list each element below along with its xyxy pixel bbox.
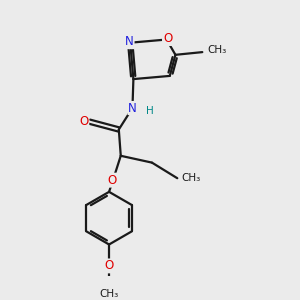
Text: O: O (107, 174, 117, 187)
Text: O: O (163, 32, 172, 45)
Text: N: N (125, 35, 134, 48)
Text: CH₃: CH₃ (99, 289, 119, 299)
Text: O: O (104, 260, 114, 272)
Text: H: H (146, 106, 154, 116)
Text: N: N (128, 101, 137, 115)
Text: O: O (79, 115, 88, 128)
Text: CH₃: CH₃ (181, 173, 200, 183)
Text: CH₃: CH₃ (207, 45, 226, 55)
